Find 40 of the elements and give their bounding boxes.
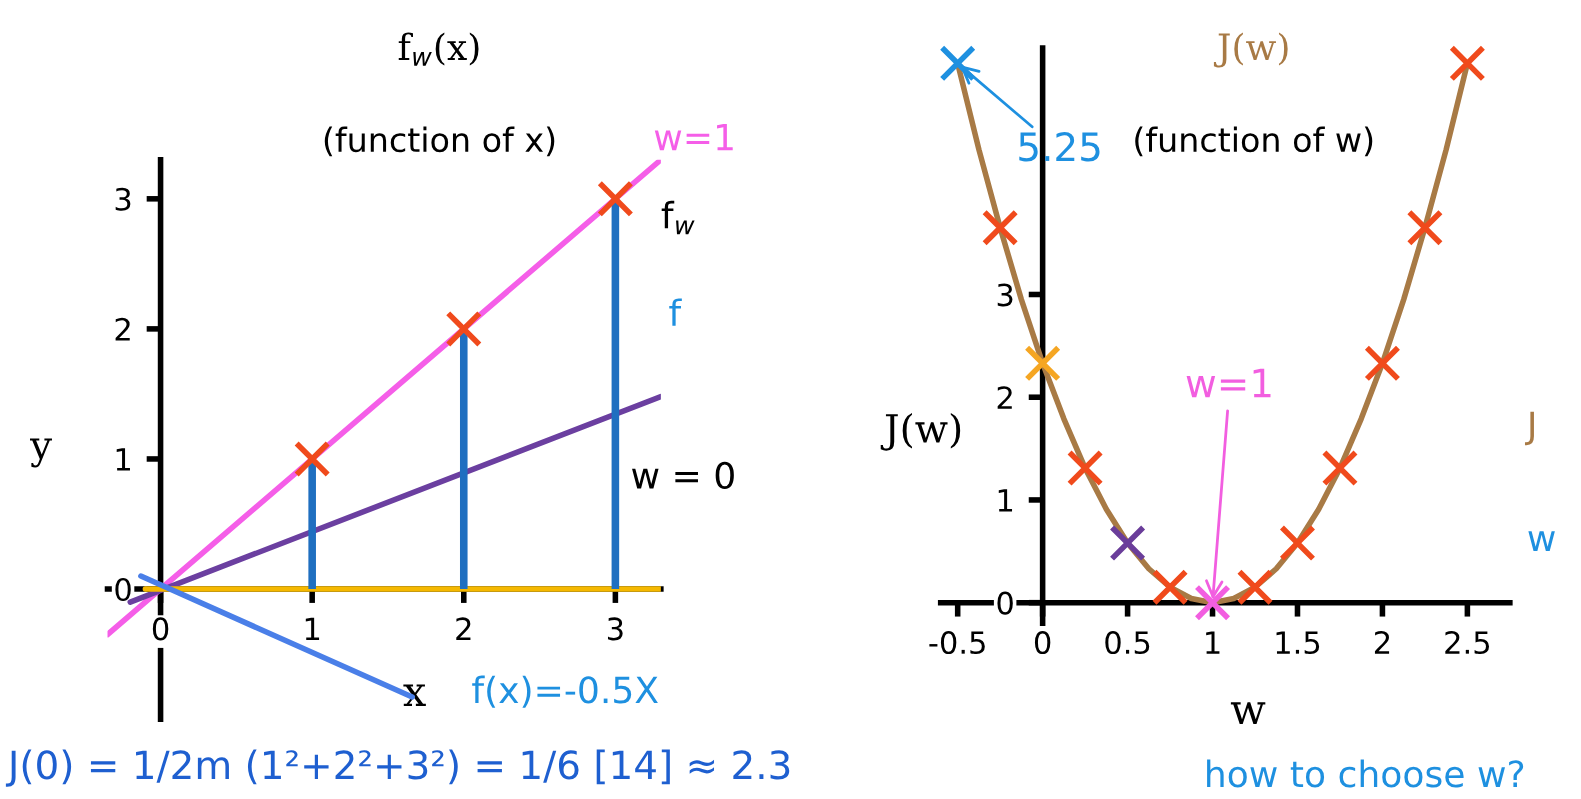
y-tick-label: 0 <box>997 591 1013 615</box>
x-tick-label: -0.5 <box>929 630 985 655</box>
point <box>445 310 483 348</box>
y-tick-label: 2 <box>997 386 1012 409</box>
text: f$_{w}$ <box>661 200 695 235</box>
x-tick-label: 0.5 <box>1105 630 1150 655</box>
y-axis-title: y <box>30 438 52 468</box>
text: J <box>1524 411 1534 446</box>
x-tick-label: 0 <box>1034 630 1051 655</box>
point <box>597 180 634 218</box>
x-axis-title: w <box>1230 702 1266 724</box>
annotation: w=1 <box>1186 368 1271 398</box>
y-tick-label: 1 <box>998 489 1013 512</box>
chart-title: f$_{w}$(x) <box>398 32 479 66</box>
chart-title: J(w) <box>1213 32 1288 68</box>
text: how to choose w? <box>1207 759 1524 788</box>
x-tick-label: 0 <box>152 617 169 641</box>
x-tick-label: 1 <box>1206 631 1220 654</box>
x-tick-label: 2.5 <box>1445 630 1490 655</box>
y-tick-label: 3 <box>115 187 131 211</box>
text: w=1 <box>654 123 733 151</box>
annotation: f(x)=-0.5X <box>472 675 658 708</box>
x-tick-label: 2 <box>456 617 471 641</box>
text: (function of w) <box>1135 126 1373 157</box>
chart-subtitle: (function of x) <box>324 126 555 157</box>
x-tick-label: 1 <box>305 617 320 641</box>
x-tick-label: 1.5 <box>1276 631 1320 655</box>
point <box>293 440 331 478</box>
x-axis-title: x <box>403 684 426 707</box>
text: f <box>669 298 682 326</box>
text: J(0) = 1/2m (1²+2²+3²) = 1/6 [14] ≈ 2.3 <box>5 749 790 787</box>
x-tick-label: 2 <box>1374 630 1390 654</box>
y-tick-label: 3 <box>997 283 1013 307</box>
text: w <box>1528 531 1555 551</box>
y-tick-label: 1 <box>116 448 130 471</box>
y-tick-label: 2 <box>115 317 130 341</box>
y-tick-label: 0 <box>115 577 131 602</box>
y-axis-title: J(w) <box>880 413 961 451</box>
x-tick-label: 3 <box>607 617 623 641</box>
annotation: w = 0 <box>632 461 734 489</box>
